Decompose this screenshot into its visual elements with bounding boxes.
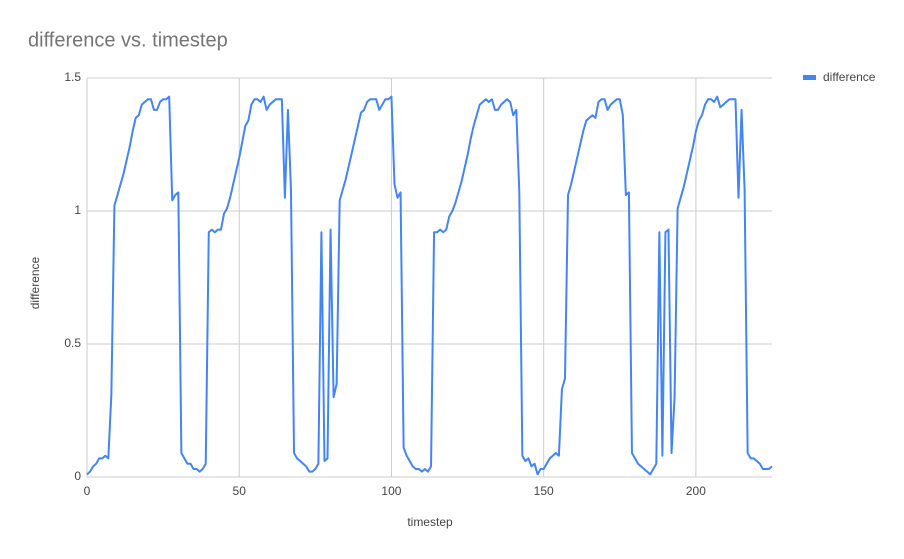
x-tick-label: 200 xyxy=(686,484,706,498)
x-tick-label: 150 xyxy=(534,484,554,498)
x-tick-label: 0 xyxy=(84,484,91,498)
y-tick-label: 1.5 xyxy=(64,70,81,84)
y-tick-label: 0.5 xyxy=(64,336,81,350)
x-axis-label: timestep xyxy=(407,515,453,529)
data-line xyxy=(86,95,773,476)
legend-swatch xyxy=(803,75,816,80)
y-tick-label: 1 xyxy=(74,203,81,217)
legend-label: difference xyxy=(823,70,876,84)
x-tick-label: 50 xyxy=(233,484,247,498)
chart-title: difference vs. timestep xyxy=(28,29,228,51)
y-tick-label: 0 xyxy=(74,469,81,483)
y-axis-label: difference xyxy=(28,256,42,309)
x-tick-label: 100 xyxy=(381,484,401,498)
